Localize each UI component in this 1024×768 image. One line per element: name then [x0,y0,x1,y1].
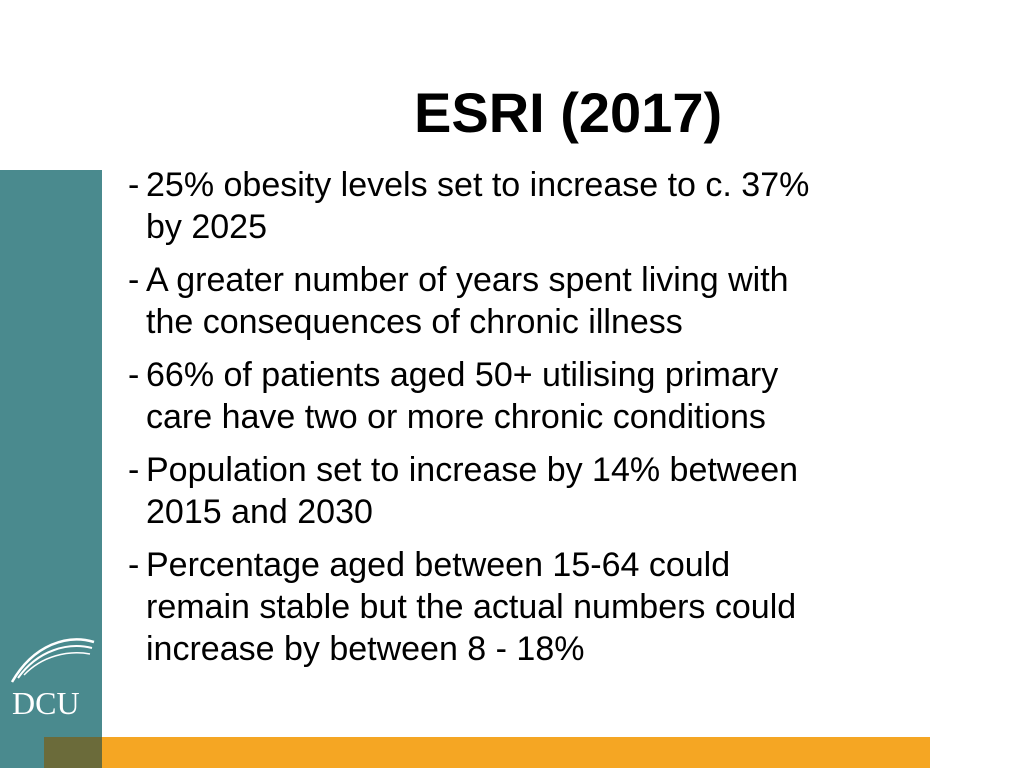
bullet-dash: - [128,546,140,584]
slide-title: ESRI (2017) [414,81,723,144]
bullet-text: A greater number of years spent living w… [146,261,789,341]
bullet-item: - Percentage aged between 15-64 could re… [128,544,948,670]
bullet-dash: - [128,166,140,204]
sidebar-corner-block [44,737,102,768]
bullet-list: - 25% obesity levels set to increase to … [128,164,948,681]
bullet-dash: - [128,451,140,489]
bullet-dash: - [128,356,140,394]
bullet-text: Percentage aged between 15-64 could rema… [146,546,797,668]
bullet-item: - Population set to increase by 14% betw… [128,449,948,533]
bullet-item: - A greater number of years spent living… [128,259,948,343]
dcu-logo: DCU [6,632,98,722]
bottom-accent-bar [102,737,930,768]
bullet-item: - 25% obesity levels set to increase to … [128,164,948,248]
svg-text:DCU: DCU [12,685,80,721]
sidebar-band [0,170,102,768]
bullet-dash: - [128,261,140,299]
bullet-item: - 66% of patients aged 50+ utilising pri… [128,354,948,438]
bullet-text: Population set to increase by 14% betwee… [146,451,799,531]
bullet-text: 25% obesity levels set to increase to c.… [146,166,810,246]
bullet-text: 66% of patients aged 50+ utilising prima… [146,356,779,436]
